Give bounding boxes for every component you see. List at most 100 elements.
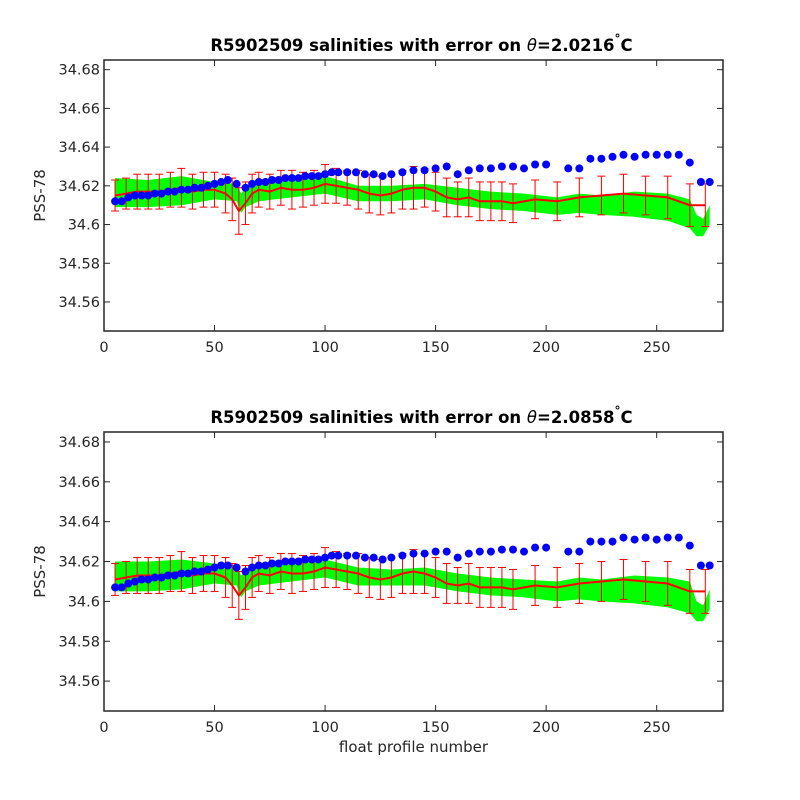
salinity-point: [453, 553, 462, 562]
panel-bottom: 0 50 100 150 200 250 34.56 34.58 34.6 34.62 34.64 3…: [31, 404, 724, 756]
salinity-point: [542, 160, 551, 169]
salinity-point: [177, 569, 186, 578]
salinity-point: [124, 193, 133, 202]
salinity-point: [144, 191, 153, 200]
salinity-point: [509, 162, 517, 171]
salinity-point: [343, 551, 352, 560]
salinity-point: [184, 185, 192, 194]
salinity-point: [608, 152, 617, 161]
salinity-point: [420, 166, 429, 175]
salinity-point: [210, 179, 219, 188]
salinity-point: [674, 533, 683, 542]
salinity-point: [442, 547, 451, 556]
salinity-point: [542, 543, 551, 552]
salinity-point: [520, 164, 528, 173]
x-tick-label: 0: [99, 720, 108, 736]
y-tick-label: 34.64: [58, 515, 100, 531]
salinity-point: [248, 179, 257, 188]
salinity-point: [254, 561, 263, 570]
salinity-point: [360, 170, 369, 179]
salinity-point: [274, 176, 283, 184]
salinity-point: [520, 547, 528, 556]
salinity-point: [334, 551, 343, 560]
salinity-point: [334, 168, 343, 177]
salinity-point: [232, 563, 241, 572]
y-axis-label: PSS-78: [31, 545, 49, 598]
salinity-point: [217, 178, 226, 186]
salinity-point: [223, 561, 232, 570]
salinity-point: [705, 178, 714, 186]
chart-title-symbol: θ: [527, 36, 537, 55]
x-tick-label: 0: [99, 340, 108, 356]
salinity-point: [475, 164, 484, 173]
salinity-point: [268, 176, 276, 184]
salinity-point: [314, 172, 323, 181]
salinity-point: [294, 557, 303, 566]
salinity-point: [442, 162, 451, 171]
y-tick-label: 34.66: [58, 475, 100, 491]
salinity-point: [164, 187, 173, 196]
axes-frame: [103, 431, 724, 712]
salinity-point: [696, 561, 705, 570]
y-tick-label: 34.56: [58, 674, 100, 690]
x-tick-label: 200: [532, 340, 560, 356]
salinity-point: [674, 150, 683, 159]
chart-title-symbol: θ: [527, 408, 537, 427]
salinity-point: [281, 557, 290, 566]
salinity-point: [170, 571, 179, 580]
panel-top: 0 50 100 150 200 250 34.56 34.58 34.6 34.62 34.64 3…: [31, 32, 724, 356]
salinity-point: [301, 555, 310, 564]
salinity-point: [619, 150, 628, 159]
y-tick-label: 34.68: [58, 435, 100, 451]
salinity-markers: [111, 150, 714, 206]
salinity-point: [378, 555, 387, 564]
salinity-point: [475, 547, 484, 556]
salinity-point: [190, 183, 199, 192]
salinity-point: [157, 189, 166, 198]
salinity-point: [369, 553, 378, 562]
salinity-point: [497, 162, 506, 171]
salinity-point: [144, 575, 153, 584]
salinity-point: [378, 172, 387, 181]
salinity-point: [360, 553, 369, 562]
salinity-point: [398, 551, 407, 560]
salinity-point: [696, 178, 705, 186]
salinity-point: [486, 547, 495, 556]
salinity-point: [314, 555, 323, 564]
salinity-point: [301, 172, 310, 181]
salinity-point: [268, 559, 276, 568]
salinity-point: [575, 164, 584, 173]
salinity-point: [531, 543, 540, 552]
salinity-point: [190, 567, 199, 576]
salinity-point: [232, 179, 241, 188]
salinity-point: [352, 551, 360, 560]
y-tick-label: 34.64: [58, 140, 100, 156]
x-tick-label: 150: [422, 340, 450, 356]
salinity-point: [150, 189, 159, 198]
salinity-point: [343, 168, 352, 177]
salinity-point: [630, 152, 639, 161]
salinity-point: [464, 166, 473, 175]
salinity-point: [274, 559, 283, 568]
salinity-point: [652, 535, 661, 544]
x-axis-label: float profile number: [339, 738, 489, 756]
x-tick-label: 250: [643, 720, 671, 736]
salinity-point: [241, 567, 250, 576]
salinity-point: [663, 533, 672, 542]
salinity-point: [409, 549, 418, 558]
salinity-point: [398, 168, 407, 177]
salinity-point: [111, 197, 120, 206]
salinity-point: [431, 547, 440, 556]
x-tick-label: 100: [311, 720, 339, 736]
salinity-point: [130, 191, 139, 200]
salinity-point: [124, 579, 133, 588]
salinity-point: [241, 183, 250, 192]
salinity-point: [327, 551, 336, 560]
chart-title-unit: C: [621, 36, 633, 55]
salinity-point: [287, 557, 296, 566]
salinity-point: [685, 541, 694, 550]
salinity-point: [705, 561, 714, 570]
salinity-point: [327, 168, 336, 177]
